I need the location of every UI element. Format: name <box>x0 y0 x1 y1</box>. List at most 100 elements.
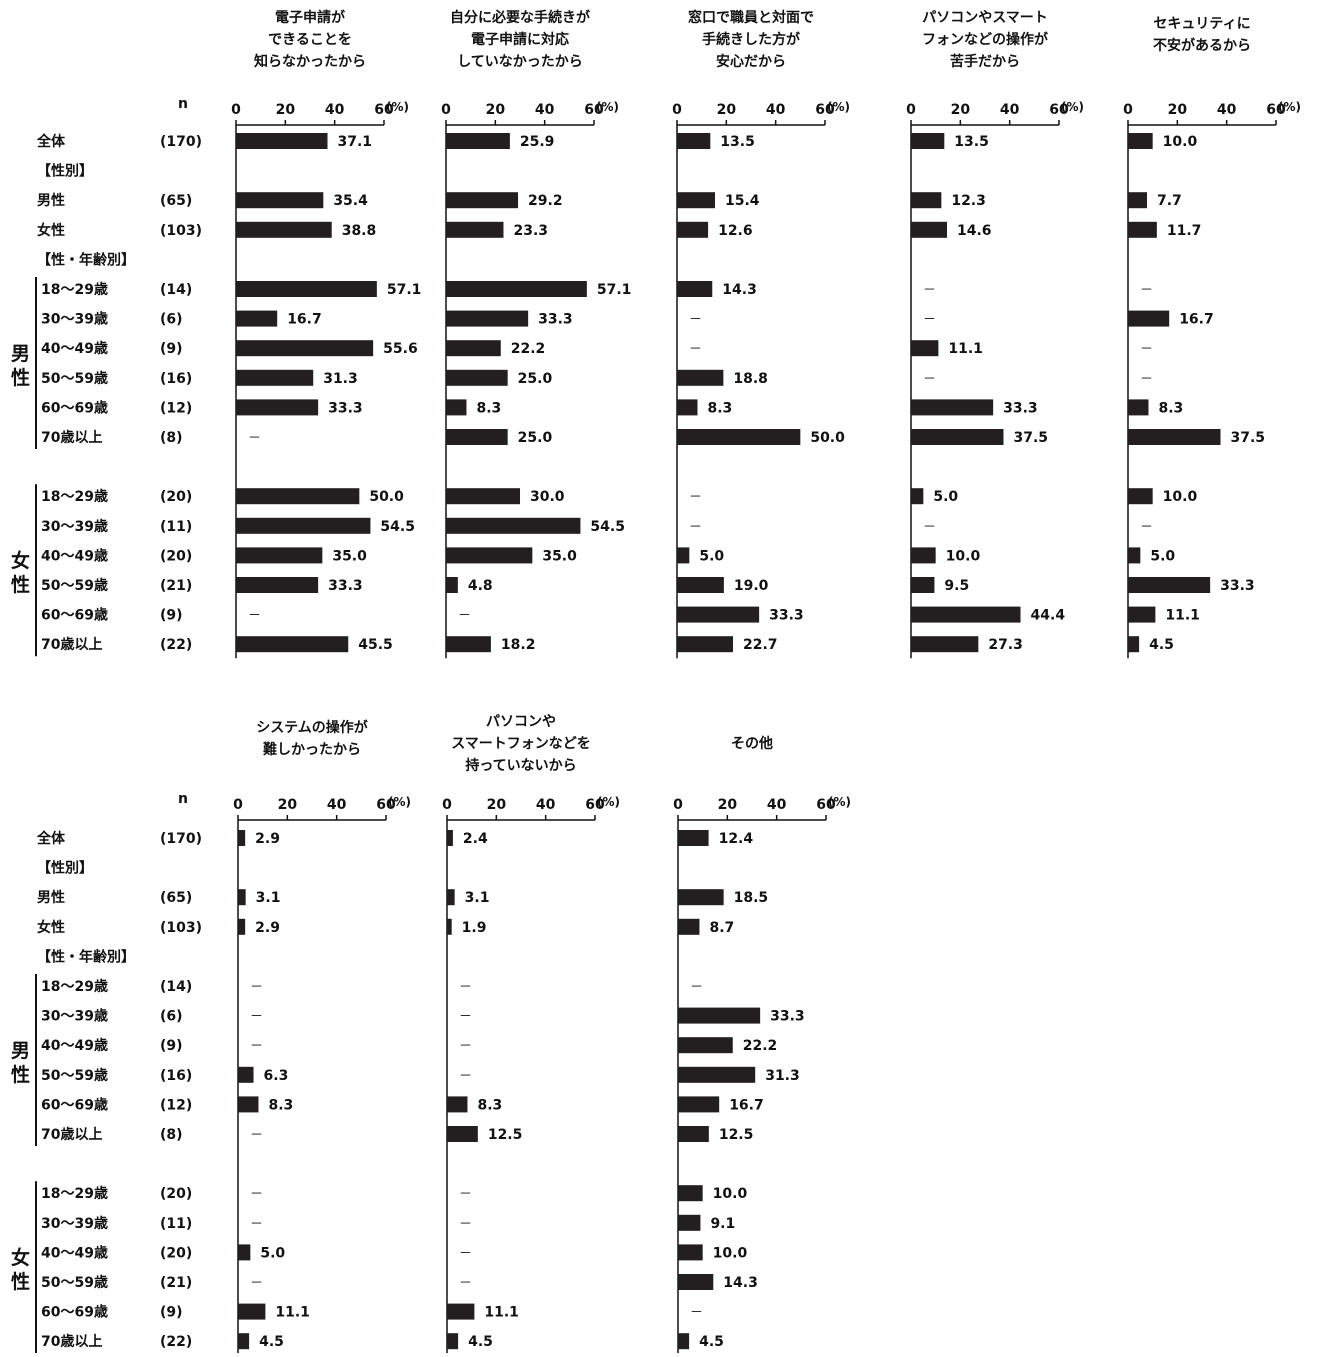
x-tick-label: 40 <box>536 797 556 813</box>
missing-mark: － <box>459 1276 472 1291</box>
bar <box>446 310 529 327</box>
data-label: 30.0 <box>530 489 565 505</box>
row-label: 18～29歳 <box>41 978 108 995</box>
x-tick-label: 0 <box>441 102 451 118</box>
x-tick-label: 40 <box>766 102 786 118</box>
row-label: 60～69歳 <box>41 1304 108 1321</box>
bar <box>447 889 455 906</box>
row-label: 男性 <box>37 192 65 209</box>
data-label: 12.6 <box>718 223 753 239</box>
unit-label: (%) <box>597 795 620 809</box>
data-label: 3.1 <box>465 890 490 906</box>
bar <box>236 636 349 653</box>
x-tick-label: 20 <box>487 797 507 813</box>
row-label: 40～49歳 <box>41 1037 108 1054</box>
bar <box>236 369 314 386</box>
missing-mark: － <box>250 1187 263 1202</box>
row-label: 70歳以上 <box>41 1333 102 1350</box>
x-tick-label: 60 <box>376 797 396 813</box>
x-tick-label: 0 <box>231 102 241 118</box>
bar <box>677 547 690 564</box>
data-label: 18.8 <box>733 371 768 387</box>
missing-mark: － <box>1140 342 1153 357</box>
data-label: 8.3 <box>1158 400 1183 416</box>
bar <box>446 399 467 416</box>
bar <box>677 221 709 238</box>
bar <box>677 281 713 297</box>
panel-title: フォンなどの操作が <box>922 31 1049 48</box>
row-label: 18～29歳 <box>41 281 108 298</box>
x-tick-label: 40 <box>1217 102 1237 118</box>
bar <box>1128 577 1211 593</box>
data-label: 50.0 <box>810 430 845 446</box>
row-label: 【性・年齢別】 <box>37 948 135 965</box>
data-label: 5.0 <box>933 489 958 505</box>
data-label: 3.1 <box>256 890 281 906</box>
male-side-label: 性 <box>11 1063 30 1086</box>
panel-title: その他 <box>731 735 773 752</box>
row-n: (170) <box>160 831 202 847</box>
x-tick-label: 0 <box>673 797 683 813</box>
bar <box>678 1274 714 1290</box>
row-n: (20) <box>160 1245 192 1261</box>
x-tick-label: 0 <box>672 102 682 118</box>
bar <box>447 1096 468 1113</box>
data-label: 29.2 <box>528 193 563 209</box>
data-label: 22.2 <box>743 1038 778 1054</box>
data-label: 57.1 <box>387 282 422 298</box>
row-n: (16) <box>160 1068 192 1084</box>
missing-mark: － <box>923 372 936 387</box>
data-label: 10.0 <box>946 548 981 564</box>
bar <box>236 192 324 209</box>
male-side-label: 男 <box>11 1040 30 1062</box>
data-label: 9.5 <box>944 578 969 594</box>
data-label: 35.4 <box>333 193 368 209</box>
n-header: n <box>178 96 188 112</box>
panel-title: スマートフォンなどを <box>451 736 591 752</box>
data-label: 8.3 <box>477 1097 502 1113</box>
data-label: 16.7 <box>287 312 322 328</box>
data-label: 8.3 <box>476 400 501 416</box>
row-n: (14) <box>160 282 192 298</box>
row-n: (8) <box>160 430 183 446</box>
data-label: 25.0 <box>518 430 553 446</box>
x-tick-label: 60 <box>584 102 604 118</box>
bar <box>911 221 948 238</box>
row-label: 全体 <box>36 830 66 847</box>
row-n: (14) <box>160 979 192 995</box>
female-side-label: 女 <box>11 1246 30 1269</box>
male-side-label: 男 <box>11 343 30 365</box>
bar <box>911 340 939 357</box>
bar <box>236 517 371 534</box>
missing-mark: － <box>923 313 936 328</box>
female-side-label: 性 <box>11 573 30 596</box>
data-label: 35.0 <box>332 548 367 564</box>
x-tick-label: 40 <box>767 797 787 813</box>
panel-title: 知らなかったから <box>254 53 366 70</box>
bar <box>236 577 319 593</box>
missing-mark: － <box>459 1187 472 1202</box>
data-label: 38.8 <box>342 223 377 239</box>
row-label: 【性・年齢別】 <box>37 251 135 268</box>
bar <box>911 636 979 653</box>
bar <box>446 547 533 564</box>
data-label: 2.4 <box>463 831 488 847</box>
bar <box>446 369 508 386</box>
bar <box>678 1214 701 1231</box>
x-tick-label: 20 <box>486 102 506 118</box>
bar <box>677 636 733 653</box>
bar <box>678 1096 720 1113</box>
x-tick-label: 20 <box>276 102 296 118</box>
row-n: (8) <box>160 1127 183 1143</box>
row-n: (21) <box>160 578 192 594</box>
bar <box>911 488 924 505</box>
bar <box>238 1244 251 1261</box>
female-side-label: 性 <box>11 1270 30 1293</box>
x-tick-label: 20 <box>951 102 971 118</box>
panel-title: できることを <box>268 32 352 48</box>
bar <box>446 488 520 505</box>
bar <box>238 1303 266 1320</box>
row-label: 50～59歳 <box>41 370 108 387</box>
data-label: 16.7 <box>1179 312 1214 328</box>
